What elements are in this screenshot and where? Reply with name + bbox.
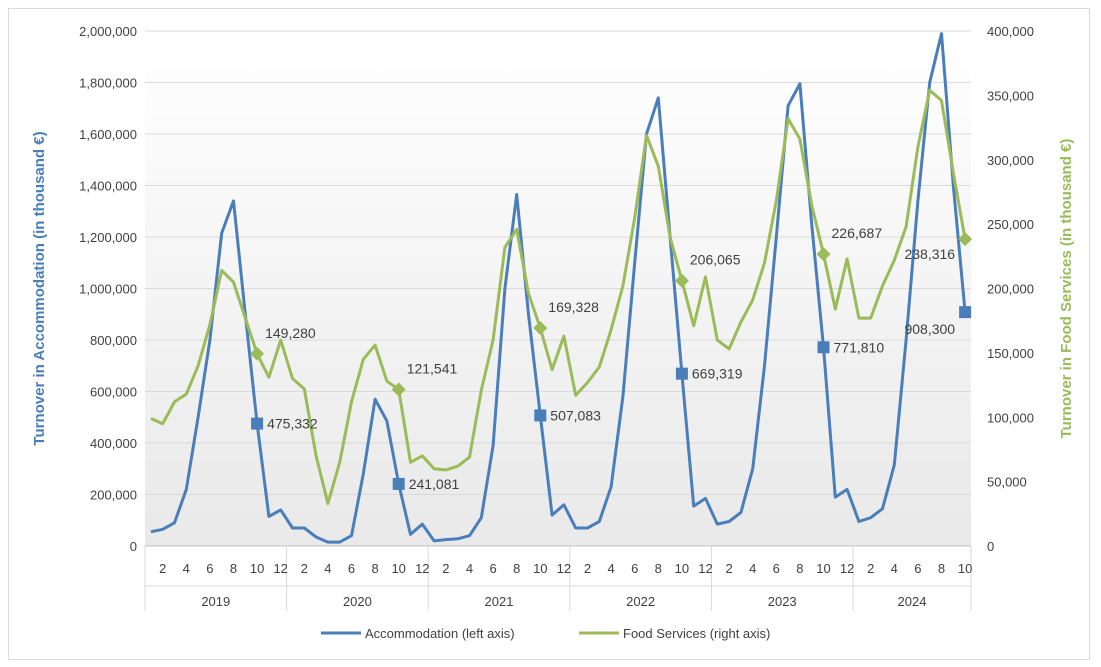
marker-diamond-food-services <box>958 232 973 247</box>
month-tick-label: 10 <box>816 561 830 576</box>
data-label-food-services: 206,065 <box>690 252 741 268</box>
y-left-tick-label: 1,400,000 <box>79 179 137 194</box>
month-tick-label: 4 <box>466 561 473 576</box>
month-tick-label: 2 <box>442 561 449 576</box>
month-tick-label: 6 <box>773 561 780 576</box>
data-label-accommodation: 908,300 <box>904 321 955 337</box>
year-label: 2024 <box>898 594 927 609</box>
legend-label-accommodation: Accommodation (left axis) <box>365 626 515 641</box>
chart-frame: 475,332 241,081 507,083 669,319 771,810 908,3… <box>8 8 1090 660</box>
year-label: 2023 <box>768 594 797 609</box>
legend: Accommodation (left axis) Food Services … <box>321 626 770 641</box>
month-tick-label: 4 <box>891 561 898 576</box>
marker-square-accommodation <box>534 409 547 422</box>
y-left-tick-label: 0 <box>130 539 137 554</box>
month-tick-label: 10 <box>250 561 264 576</box>
month-tick-label: 4 <box>183 561 190 576</box>
y-left-tick-label: 400,000 <box>90 436 137 451</box>
month-tick-label: 8 <box>796 561 803 576</box>
tick-labels: 0 200,000 400,000 600,000 800,000 1,000,000 1,… <box>79 24 1034 609</box>
year-label: 2022 <box>626 594 655 609</box>
data-label-accommodation: 771,810 <box>834 339 885 355</box>
y-right-tick-label: 350,000 <box>987 88 1034 103</box>
year-label: 2020 <box>343 594 372 609</box>
data-label-food-services: 121,541 <box>407 361 458 377</box>
month-tick-label: 6 <box>489 561 496 576</box>
y-right-tick-label: 200,000 <box>987 282 1034 297</box>
month-tick-label: 10 <box>533 561 547 576</box>
marker-square-accommodation <box>251 417 264 430</box>
marker-square-accommodation <box>392 477 405 490</box>
month-tick-label: 8 <box>371 561 378 576</box>
year-label: 2019 <box>201 594 230 609</box>
marker-diamond-food-services <box>250 346 265 361</box>
month-tick-label: 8 <box>513 561 520 576</box>
marker-diamond-food-services <box>816 247 831 262</box>
y-right-tick-label: 50,000 <box>987 475 1027 490</box>
month-tick-label: 4 <box>607 561 614 576</box>
annotation-markers: 475,332 241,081 507,083 669,319 771,810 908,3… <box>250 225 973 492</box>
month-tick-label: 12 <box>273 561 287 576</box>
month-tick-label: 2 <box>867 561 874 576</box>
month-tick-label: 2 <box>725 561 732 576</box>
marker-square-accommodation <box>959 306 972 319</box>
month-tick-label: 4 <box>324 561 331 576</box>
data-label-accommodation: 241,081 <box>409 476 460 492</box>
marker-diamond-food-services <box>674 273 689 288</box>
series-lines <box>150 32 967 544</box>
y-right-tick-label: 300,000 <box>987 153 1034 168</box>
data-label-food-services: 226,687 <box>832 225 883 241</box>
y-right-tick-label: 400,000 <box>987 24 1034 39</box>
y-right-tick-label: 100,000 <box>987 410 1034 425</box>
month-tick-label: 12 <box>840 561 854 576</box>
legend-label-food-services: Food Services (right axis) <box>623 626 770 641</box>
month-tick-label: 4 <box>749 561 756 576</box>
gridlines <box>145 30 971 495</box>
data-label-food-services: 238,316 <box>904 246 955 262</box>
month-tick-label: 10 <box>675 561 689 576</box>
month-tick-label: 2 <box>584 561 591 576</box>
data-label-accommodation: 669,319 <box>692 366 743 382</box>
y-left-tick-label: 1,200,000 <box>79 230 137 245</box>
month-tick-label: 8 <box>938 561 945 576</box>
month-tick-label: 12 <box>698 561 712 576</box>
y-left-tick-label: 2,000,000 <box>79 24 137 39</box>
data-label-accommodation: 507,083 <box>550 407 601 423</box>
y-left-tick-label: 200,000 <box>90 488 137 503</box>
y-right-tick-label: 150,000 <box>987 346 1034 361</box>
month-tick-label: 6 <box>206 561 213 576</box>
data-label-accommodation: 475,332 <box>267 416 318 432</box>
month-tick-label: 10 <box>958 561 972 576</box>
series-line-accommodation <box>150 32 967 544</box>
marker-diamond-food-services <box>533 320 548 335</box>
y-right-tick-label: 0 <box>987 539 994 554</box>
series-line-food-services <box>150 88 967 505</box>
month-tick-label: 8 <box>655 561 662 576</box>
dual-axis-line-chart: 475,332 241,081 507,083 669,319 771,810 908,3… <box>31 24 1075 641</box>
year-label: 2021 <box>485 594 514 609</box>
y-left-tick-label: 800,000 <box>90 333 137 348</box>
y-axis-title-right: Turnover in Food Services (in thousand €… <box>1058 139 1075 439</box>
y-left-tick-label: 1,600,000 <box>79 127 137 142</box>
y-left-tick-label: 600,000 <box>90 385 137 400</box>
month-tick-label: 8 <box>230 561 237 576</box>
month-tick-label: 2 <box>301 561 308 576</box>
month-tick-label: 6 <box>914 561 921 576</box>
marker-diamond-food-services <box>391 382 406 397</box>
month-tick-label: 6 <box>348 561 355 576</box>
marker-square-accommodation <box>675 367 688 380</box>
month-tick-label: 12 <box>415 561 429 576</box>
data-label-food-services: 149,280 <box>265 325 316 341</box>
y-left-tick-label: 1,000,000 <box>79 282 137 297</box>
month-tick-label: 10 <box>391 561 405 576</box>
month-tick-label: 2 <box>159 561 166 576</box>
month-tick-label: 6 <box>631 561 638 576</box>
axes <box>144 545 972 611</box>
y-axis-title-left: Turnover in Accommodation (in thousand €… <box>31 131 48 445</box>
month-tick-label: 12 <box>557 561 571 576</box>
y-left-tick-label: 1,800,000 <box>79 76 137 91</box>
y-right-tick-label: 250,000 <box>987 217 1034 232</box>
marker-square-accommodation <box>817 341 830 354</box>
data-label-food-services: 169,328 <box>548 299 599 315</box>
